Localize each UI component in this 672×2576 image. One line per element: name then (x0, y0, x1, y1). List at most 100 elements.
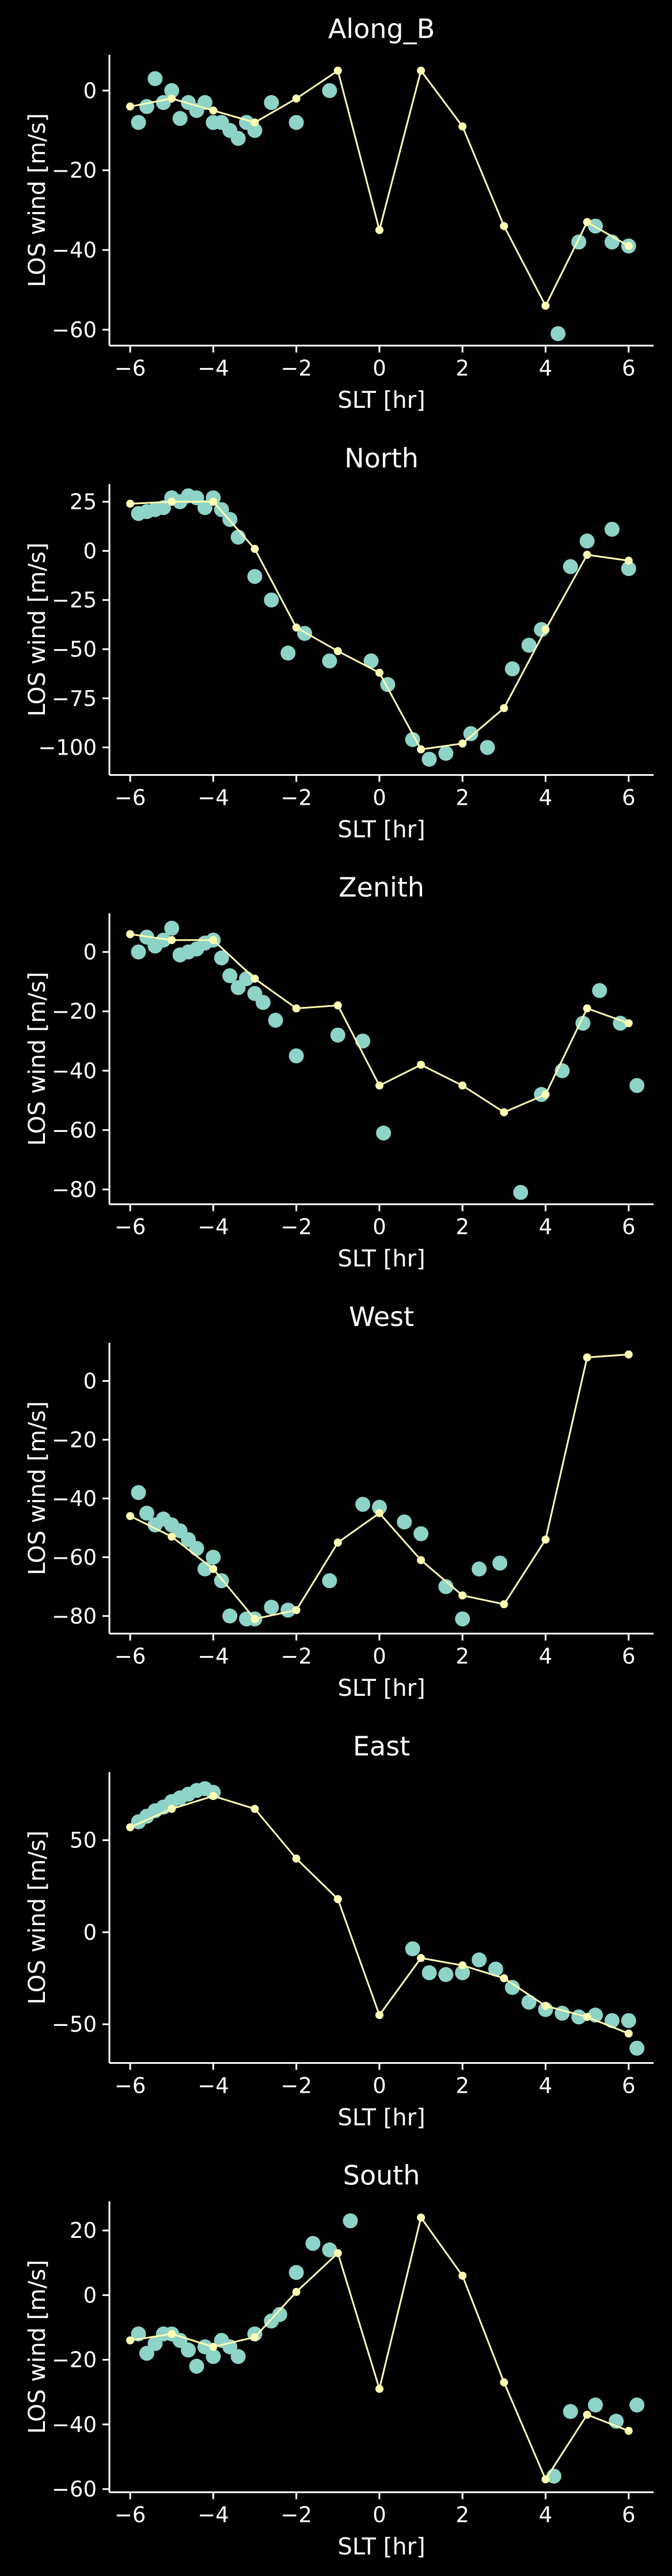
scatter-point (438, 1579, 454, 1594)
scatter-point (155, 500, 171, 516)
line-marker (500, 222, 508, 230)
scatter-point (305, 2236, 321, 2251)
scatter-point (480, 740, 495, 755)
line-marker (209, 936, 218, 945)
x-tick-label: 2 (455, 1644, 469, 1669)
series-line (130, 501, 629, 751)
scatter-point (422, 1965, 437, 1980)
x-tick-label: 0 (373, 356, 386, 381)
scatter-point (247, 569, 263, 584)
line-marker (292, 623, 301, 632)
line-marker (168, 2329, 176, 2338)
scatter-point (629, 2397, 645, 2413)
scatter-point (355, 1497, 371, 1512)
scatter-point (280, 645, 296, 661)
x-tick-label: 6 (622, 356, 636, 381)
scatter-point (131, 1485, 146, 1501)
y-tick-label: 20 (70, 2218, 97, 2243)
scatter-point (592, 983, 608, 998)
scatter-point (206, 2349, 221, 2364)
scatter-point (621, 561, 636, 577)
y-axis-label: LOS wind [m/s] (24, 113, 51, 287)
scatter-point (181, 2342, 196, 2358)
scatter-point (322, 653, 337, 669)
scatter-point (513, 1185, 529, 1200)
line-marker (541, 2475, 550, 2484)
x-tick-label: 2 (455, 1215, 469, 1240)
line-marker (333, 1001, 342, 1010)
scatter-point (172, 2332, 188, 2348)
line-marker (375, 2385, 384, 2393)
x-tick-label: −6 (115, 356, 146, 381)
x-tick-label: 4 (539, 1644, 553, 1669)
y-axis-label: LOS wind [m/s] (24, 543, 51, 717)
chart-panel-1: North −6 −4 −2 0 2 4 6 −100 −75 −50 −25 0 25 SLT [hr] L… (24, 442, 654, 843)
scatter-point (521, 1994, 537, 2010)
scatter-point (438, 1967, 454, 1982)
line-marker (458, 1961, 467, 1969)
line-marker (500, 1108, 508, 1116)
line-marker (458, 1081, 467, 1090)
line-marker (375, 226, 384, 234)
x-tick-label: −2 (280, 356, 312, 381)
y-tick-label: −20 (52, 158, 97, 183)
scatter-point (588, 2397, 603, 2413)
y-tick-label: 0 (83, 78, 97, 103)
x-tick-label: −6 (115, 785, 146, 810)
scatter-point (147, 2336, 163, 2351)
scatter-point (604, 2013, 620, 2028)
scatter-point (131, 944, 146, 960)
scatter-point (550, 326, 566, 342)
y-tick-label: −20 (52, 2348, 97, 2373)
scatter-point (405, 732, 420, 747)
scatter-point (206, 1550, 221, 1565)
scatter-point (488, 1961, 503, 1977)
scatter-point (463, 726, 479, 741)
scatter-point (472, 1561, 487, 1577)
line-marker (209, 2343, 218, 2351)
scatter-point (230, 2349, 246, 2364)
scatter-point (139, 99, 154, 114)
y-tick-label: 0 (83, 539, 97, 563)
y-axis-label: LOS wind [m/s] (24, 2260, 51, 2434)
y-tick-label: −25 (52, 588, 97, 613)
scatter-point (563, 2404, 578, 2419)
scatter-point (376, 1125, 392, 1141)
line-marker (333, 66, 342, 75)
y-tick-label: −40 (52, 1059, 97, 1084)
scatter-point (504, 1980, 520, 1995)
x-tick-label: −6 (115, 2073, 146, 2098)
line-marker (500, 704, 508, 713)
line-marker (250, 118, 259, 127)
line-marker (624, 1019, 633, 1028)
scatter-point (621, 2013, 636, 2028)
scatter-point (139, 1505, 154, 1521)
scatter-point (139, 2346, 154, 2361)
line-marker (375, 668, 384, 677)
x-tick-label: −4 (198, 2503, 229, 2528)
scatter-point (222, 1608, 238, 1624)
scatter-point (492, 1555, 508, 1571)
y-tick-label: −75 (52, 686, 97, 711)
scatter-point (575, 1016, 591, 1031)
chart-title: West (349, 1301, 414, 1332)
scatter-point (629, 1078, 645, 1093)
x-tick-label: 0 (373, 2073, 386, 2098)
x-axis-label: SLT [hr] (337, 1246, 425, 1272)
y-axis-label: LOS wind [m/s] (24, 1401, 51, 1575)
line-marker (292, 1854, 301, 1863)
scatter-point (264, 1600, 279, 1615)
x-tick-label: −6 (115, 2503, 146, 2528)
line-marker (333, 1538, 342, 1547)
line-marker (292, 2287, 301, 2296)
scatter-point (264, 95, 279, 111)
y-tick-label: 25 (70, 490, 97, 514)
x-tick-label: 2 (455, 2073, 469, 2098)
x-tick-label: −6 (115, 1215, 146, 1240)
chart-title: North (344, 442, 419, 473)
x-tick-label: 0 (373, 1644, 386, 1669)
series-line (130, 1353, 629, 1620)
x-tick-label: 0 (373, 1215, 386, 1240)
line-marker (583, 2411, 591, 2419)
scatter-point (397, 1514, 412, 1530)
